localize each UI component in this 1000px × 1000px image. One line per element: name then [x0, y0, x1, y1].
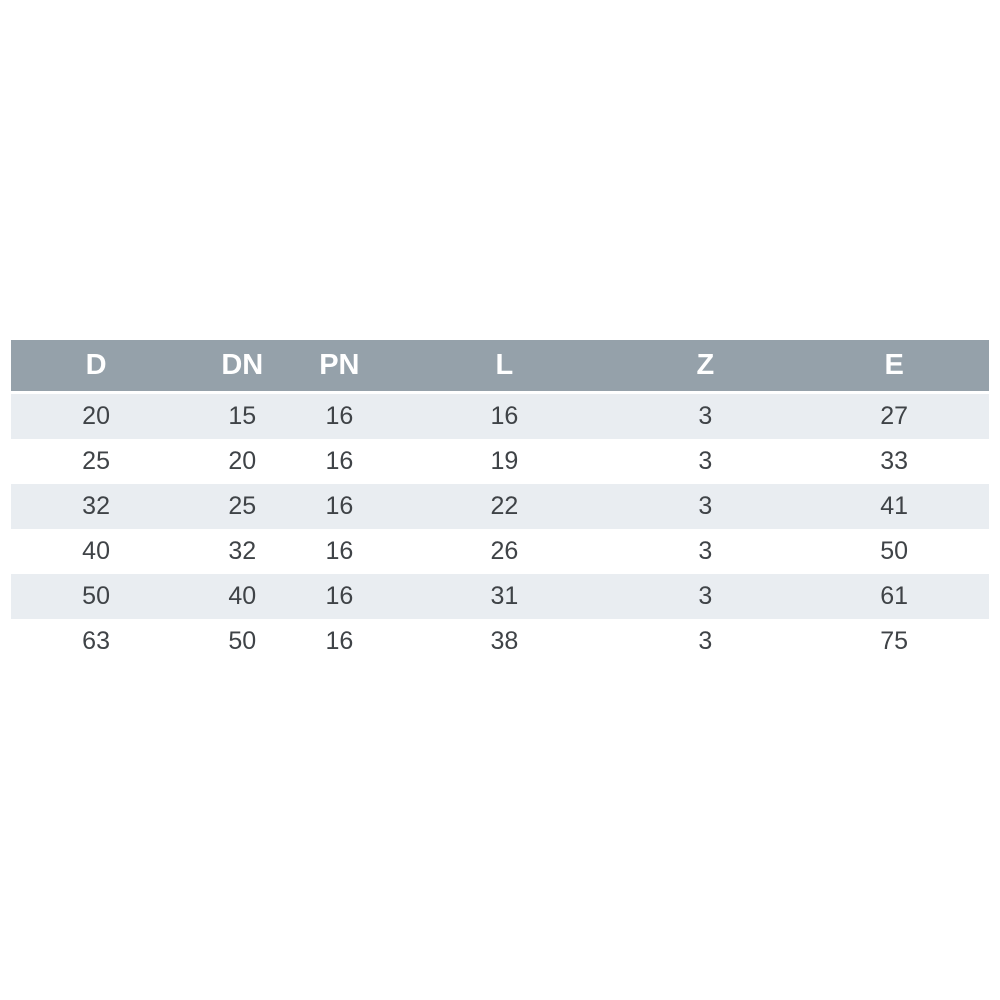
- table-cell: 75: [777, 619, 989, 664]
- table-header-row: D DN PN L Z E: [11, 340, 989, 394]
- table-cell: 32: [11, 484, 182, 529]
- table-cell: 16: [303, 574, 376, 619]
- table-cell: 16: [303, 529, 376, 574]
- table-cell: 27: [777, 392, 989, 439]
- table-cell: 3: [633, 392, 778, 439]
- table-cell: 16: [375, 392, 634, 439]
- table-cell: 40: [181, 574, 304, 619]
- column-header-pn: PN: [303, 340, 376, 394]
- column-header-l: L: [375, 340, 634, 394]
- table-cell: 25: [181, 484, 304, 529]
- table-cell: 22: [375, 484, 634, 529]
- column-header-e: E: [777, 340, 989, 394]
- table-cell: 31: [375, 574, 634, 619]
- table-row: 20 15 16 16 3 27: [11, 392, 989, 439]
- dimension-table: D DN PN L Z E 20 15 16 16 3 27 25 20 16 19 3 33 32 25 16 22 3…: [11, 340, 989, 664]
- table-body: 20 15 16 16 3 27 25 20 16 19 3 33 32 25 16 22 3 41 40 32 16 2…: [11, 392, 989, 664]
- table-row: 50 40 16 31 3 61: [11, 574, 989, 619]
- table-cell: 61: [777, 574, 989, 619]
- table-row: 32 25 16 22 3 41: [11, 484, 989, 529]
- table-cell: 20: [11, 392, 182, 439]
- table-cell: 40: [11, 529, 182, 574]
- table-cell: 63: [11, 619, 182, 664]
- table-cell: 3: [633, 574, 778, 619]
- table-cell: 3: [633, 529, 778, 574]
- table-cell: 41: [777, 484, 989, 529]
- table-cell: 16: [303, 484, 376, 529]
- table-cell: 19: [375, 439, 634, 484]
- table-cell: 25: [11, 439, 182, 484]
- table-cell: 20: [181, 439, 304, 484]
- table-cell: 26: [375, 529, 634, 574]
- column-header-z: Z: [633, 340, 778, 394]
- table-cell: 33: [777, 439, 989, 484]
- column-header-dn: DN: [181, 340, 304, 394]
- table-cell: 16: [303, 439, 376, 484]
- table-cell: 15: [181, 392, 304, 439]
- table-row: 40 32 16 26 3 50: [11, 529, 989, 574]
- table-header: D DN PN L Z E: [11, 340, 989, 394]
- table-cell: 3: [633, 439, 778, 484]
- column-header-d: D: [11, 340, 182, 394]
- table-cell: 38: [375, 619, 634, 664]
- table-row: 25 20 16 19 3 33: [11, 439, 989, 484]
- table-cell: 50: [11, 574, 182, 619]
- table-row: 63 50 16 38 3 75: [11, 619, 989, 664]
- table-cell: 50: [181, 619, 304, 664]
- table-cell: 3: [633, 619, 778, 664]
- table-cell: 3: [633, 484, 778, 529]
- table-cell: 50: [777, 529, 989, 574]
- table-cell: 16: [303, 619, 376, 664]
- table-cell: 16: [303, 392, 376, 439]
- table-cell: 32: [181, 529, 304, 574]
- dimension-table-container: D DN PN L Z E 20 15 16 16 3 27 25 20 16 19 3 33 32 25 16 22 3…: [11, 340, 989, 664]
